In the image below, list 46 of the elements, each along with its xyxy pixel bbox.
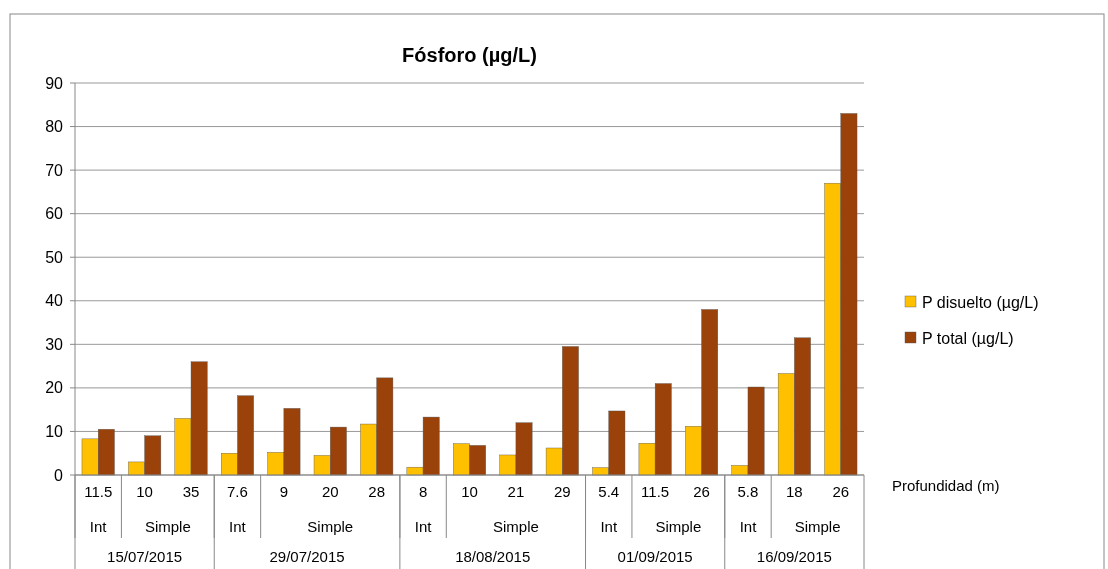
y-tick-label: 30	[45, 335, 64, 353]
text: Simple	[794, 518, 841, 535]
legend-label: P disuelto (µg/L)	[922, 293, 1039, 311]
x-tick-label: 28	[368, 483, 386, 500]
x-tick-label: 5.8	[737, 483, 759, 500]
y-tick-label: 90	[45, 74, 64, 92]
x-tick-label: 8	[418, 483, 428, 500]
text: Int	[229, 518, 247, 535]
text: 18/08/2015	[455, 548, 531, 565]
y-tick-label: 10	[45, 423, 64, 441]
x-tick-label: 9	[279, 483, 289, 500]
text: Simple	[144, 518, 191, 535]
x-tick-label: 7.6	[227, 483, 248, 500]
x-tick-label: 5.4	[598, 483, 620, 500]
chart-title: Fósforo (µg/L)	[402, 44, 537, 66]
y-tick-label: 60	[45, 205, 64, 223]
x-tick-label: 18	[786, 483, 803, 500]
x-tick-label: 21	[507, 483, 525, 500]
y-tick-label: 80	[45, 118, 64, 136]
text: Simple	[655, 518, 702, 535]
x-tick-label: 26	[693, 483, 710, 500]
y-tick-label: 50	[45, 248, 64, 266]
text: Simple	[492, 518, 539, 535]
y-tick-label: 0	[54, 466, 64, 484]
text: Int	[414, 518, 433, 535]
x-tick-label: 10	[136, 483, 153, 500]
x-tick-label: 35	[182, 483, 200, 500]
text: Int	[600, 518, 618, 535]
text: 16/09/2015	[756, 548, 832, 565]
text: 15/07/2015	[107, 548, 183, 565]
x-tick-label: 20	[321, 483, 339, 500]
x-tick-label: 11.5	[641, 483, 670, 500]
text: Simple	[307, 518, 354, 535]
x-tick-label: 26	[832, 483, 850, 500]
text: Int	[89, 518, 108, 535]
y-tick-label: 20	[45, 379, 64, 397]
x-tick-label: 11.5	[84, 483, 113, 500]
text: Int	[739, 518, 758, 535]
legend-label: P total (µg/L)	[922, 329, 1014, 347]
x-tick-label: 29	[553, 483, 571, 500]
y-tick-label: 40	[45, 292, 64, 310]
x-axis-title: Profundidad (m)	[892, 477, 1000, 494]
y-tick-label: 70	[45, 161, 64, 179]
text: 01/09/2015	[617, 548, 693, 565]
text: 29/07/2015	[269, 548, 345, 565]
x-tick-label: 10	[461, 483, 478, 500]
